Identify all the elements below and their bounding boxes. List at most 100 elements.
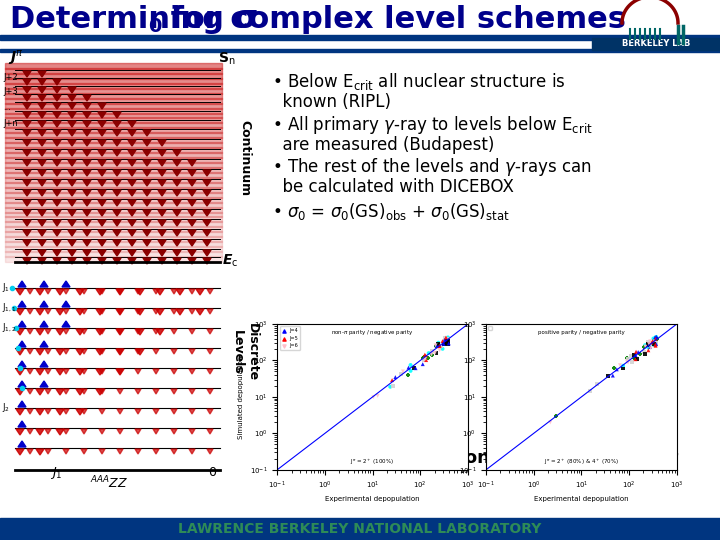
Polygon shape xyxy=(68,87,76,93)
Polygon shape xyxy=(68,121,76,127)
Polygon shape xyxy=(173,210,181,216)
Polygon shape xyxy=(27,369,33,374)
Point xyxy=(433,342,445,350)
Point xyxy=(405,361,416,369)
Text: $^{108}$Pd: $^{108}$Pd xyxy=(650,433,677,447)
Polygon shape xyxy=(99,289,105,294)
Point xyxy=(431,341,442,350)
Text: be calculated with DICEBOX: be calculated with DICEBOX xyxy=(272,178,514,196)
Polygon shape xyxy=(16,409,24,415)
Polygon shape xyxy=(56,389,64,395)
Polygon shape xyxy=(99,349,105,354)
Polygon shape xyxy=(63,349,69,354)
Polygon shape xyxy=(96,389,104,395)
Polygon shape xyxy=(143,240,151,246)
Polygon shape xyxy=(135,329,141,334)
Polygon shape xyxy=(23,258,31,264)
Point xyxy=(434,341,446,350)
Polygon shape xyxy=(38,200,46,206)
Polygon shape xyxy=(128,130,136,136)
Polygon shape xyxy=(189,369,195,374)
Polygon shape xyxy=(128,220,136,226)
Point xyxy=(651,335,662,344)
Polygon shape xyxy=(98,190,106,196)
Polygon shape xyxy=(68,258,76,264)
Polygon shape xyxy=(96,349,104,355)
Point xyxy=(630,355,642,363)
Text: 0: 0 xyxy=(208,466,216,479)
Polygon shape xyxy=(113,210,121,216)
Polygon shape xyxy=(53,190,61,196)
Polygon shape xyxy=(153,389,159,394)
Polygon shape xyxy=(53,95,61,101)
Y-axis label: Simulated depopulation: Simulated depopulation xyxy=(238,355,244,438)
Polygon shape xyxy=(98,121,106,127)
Point xyxy=(647,336,658,345)
Bar xyxy=(5,206,222,213)
Polygon shape xyxy=(68,130,76,136)
Polygon shape xyxy=(207,449,213,454)
Bar xyxy=(5,197,222,202)
Polygon shape xyxy=(171,369,177,374)
Point xyxy=(551,411,562,420)
Point xyxy=(617,364,629,373)
Legend:  xyxy=(488,327,492,330)
Polygon shape xyxy=(207,349,213,354)
Point xyxy=(649,333,661,342)
Polygon shape xyxy=(135,289,141,294)
Polygon shape xyxy=(143,160,151,166)
Polygon shape xyxy=(53,103,61,109)
Point xyxy=(623,355,634,363)
Polygon shape xyxy=(128,170,136,176)
Polygon shape xyxy=(171,329,177,334)
Bar xyxy=(5,177,222,183)
Polygon shape xyxy=(117,329,123,334)
Polygon shape xyxy=(83,200,91,206)
Point xyxy=(617,361,629,370)
Bar xyxy=(5,162,222,168)
Bar xyxy=(5,73,222,79)
Bar xyxy=(5,201,222,207)
Polygon shape xyxy=(68,140,76,146)
Polygon shape xyxy=(53,140,61,146)
Polygon shape xyxy=(173,250,181,256)
Polygon shape xyxy=(76,329,84,335)
Point xyxy=(650,340,662,348)
Point xyxy=(622,358,634,367)
Polygon shape xyxy=(36,329,44,335)
Polygon shape xyxy=(143,230,151,236)
Point xyxy=(638,348,649,356)
Bar xyxy=(0,518,720,540)
Polygon shape xyxy=(40,361,48,367)
Point xyxy=(634,349,646,358)
Polygon shape xyxy=(23,190,31,196)
Polygon shape xyxy=(196,309,204,315)
Bar xyxy=(0,35,720,40)
Point xyxy=(626,358,638,367)
Polygon shape xyxy=(207,429,213,434)
Polygon shape xyxy=(188,180,196,186)
Point xyxy=(434,346,446,355)
Point xyxy=(643,340,654,348)
Polygon shape xyxy=(128,240,136,246)
Bar xyxy=(5,256,222,262)
Polygon shape xyxy=(188,230,196,236)
Polygon shape xyxy=(113,220,121,226)
Polygon shape xyxy=(153,309,159,314)
Polygon shape xyxy=(188,160,196,166)
Point xyxy=(629,354,641,362)
Polygon shape xyxy=(40,321,48,327)
Polygon shape xyxy=(207,329,213,334)
Polygon shape xyxy=(27,389,33,394)
Polygon shape xyxy=(38,95,46,101)
Point xyxy=(397,367,409,376)
Polygon shape xyxy=(16,289,24,295)
Text: • Below E$_{\rm crit}$ all nuclear structure is: • Below E$_{\rm crit}$ all nuclear struc… xyxy=(272,71,565,92)
Polygon shape xyxy=(23,112,31,118)
Polygon shape xyxy=(23,79,31,85)
Text: J$^\pi$ = 2$^+$ (80%) & 4$^+$ (70%): J$^\pi$ = 2$^+$ (80%) & 4$^+$ (70%) xyxy=(544,457,619,467)
Point xyxy=(639,349,651,358)
Polygon shape xyxy=(76,349,84,355)
Polygon shape xyxy=(113,230,121,236)
Polygon shape xyxy=(76,409,84,415)
